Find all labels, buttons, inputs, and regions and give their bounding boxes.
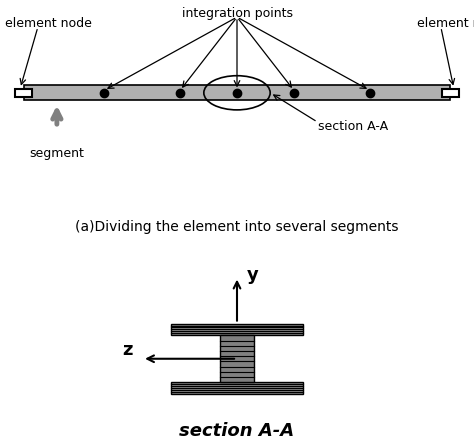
Text: integration points: integration points xyxy=(182,7,292,20)
Text: element node: element node xyxy=(417,17,474,30)
Bar xyxy=(171,324,303,335)
Text: y: y xyxy=(246,266,258,284)
Text: section A-A: section A-A xyxy=(180,422,294,440)
Bar xyxy=(171,382,303,394)
FancyBboxPatch shape xyxy=(24,86,450,100)
Text: z: z xyxy=(122,341,133,359)
Text: segment: segment xyxy=(29,147,84,159)
Bar xyxy=(442,88,459,97)
Bar xyxy=(220,335,254,382)
Text: section A-A: section A-A xyxy=(318,120,388,134)
Text: element node: element node xyxy=(5,17,91,30)
Bar xyxy=(15,88,32,97)
Text: (a)Dividing the element into several segments: (a)Dividing the element into several seg… xyxy=(75,220,399,234)
